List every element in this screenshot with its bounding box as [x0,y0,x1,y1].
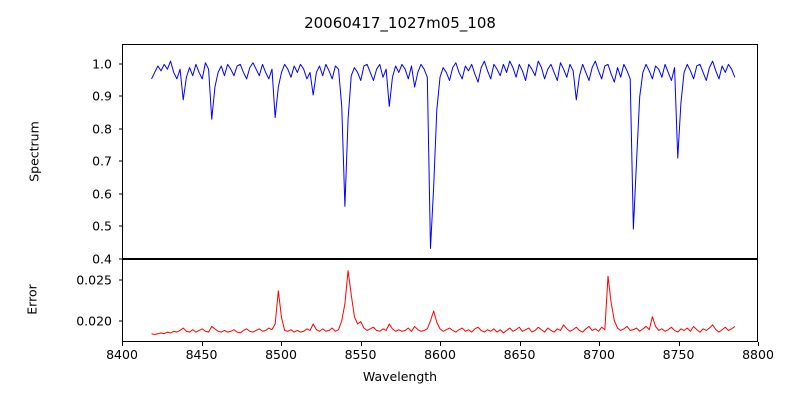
x-tick-mark-8450 [201,342,203,346]
x-tick-mark-8400 [122,342,123,346]
y-tick-mark-error-0.025 [118,279,122,281]
y-tick-label-spectrum-0.8: 0.8 [92,121,112,137]
error-line-plot [123,260,757,341]
x-tick-label-8700: 8700 [583,347,615,362]
y-tick-label-spectrum-0.5: 0.5 [92,218,112,234]
y-tick-label-spectrum-0.7: 0.7 [92,153,112,169]
x-tick-label-8500: 8500 [265,347,297,362]
y-tick-mark-spectrum-0.6 [118,193,122,195]
y-tick-mark-spectrum-0.7 [118,160,122,162]
y-tick-mark-error-0.020 [118,320,122,322]
x-tick-mark-8700 [599,342,600,346]
y-tick-mark-spectrum-1.0 [118,63,122,65]
figure-title: 20060417_1027m05_108 [304,14,496,32]
spectrum-line-plot [123,45,757,258]
x-tick-label-8750: 8750 [662,347,695,362]
x-tick-mark-8800 [758,342,759,346]
x-tick-label-8800: 8800 [742,347,774,362]
x-tick-mark-8650 [519,342,521,346]
y-tick-mark-spectrum-0.5 [118,225,122,227]
y-tick-label-error-0.025: 0.025 [76,272,112,288]
error-axes [122,259,758,342]
x-tick-mark-8500 [281,342,282,346]
x-tick-label-8400: 8400 [106,347,138,362]
x-tick-label-8600: 8600 [424,347,456,362]
x-tick-label-8650: 8650 [503,347,536,362]
x-tick-mark-8600 [440,342,441,346]
x-tick-mark-8750 [678,342,680,346]
y-axis-label-spectrum: Spectrum [26,121,42,182]
x-tick-label-8550: 8550 [344,347,377,362]
x-axis-label: Wavelength [362,369,438,384]
y-tick-mark-spectrum-0.8 [118,128,122,130]
y-axis-label-error: Error [24,284,40,315]
y-tick-label-error-0.020: 0.020 [76,313,112,329]
y-tick-label-spectrum-0.9: 0.9 [92,88,112,104]
y-tick-mark-spectrum-0.9 [118,95,122,97]
x-tick-label-8450: 8450 [185,347,218,362]
y-tick-label-spectrum-0.6: 0.6 [92,186,112,202]
error-panel-path [152,271,735,335]
y-tick-mark-spectrum-0.4 [118,258,122,260]
spectrum-axes [122,44,758,259]
y-tick-label-spectrum-0.4: 0.4 [92,251,112,267]
y-tick-label-spectrum-1.0: 1.0 [92,56,112,72]
x-tick-mark-8550 [360,342,362,346]
spectrum-panel-path [152,61,735,248]
